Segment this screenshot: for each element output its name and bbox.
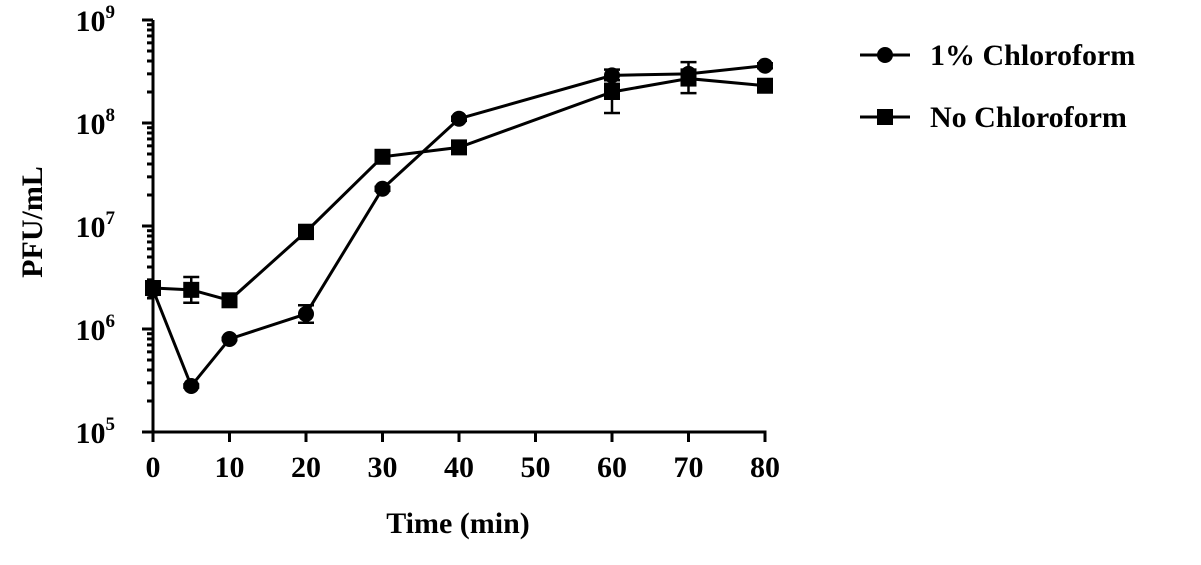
x-axis-title: Time (min) bbox=[386, 507, 530, 540]
y-tick-label: 109 bbox=[76, 2, 116, 38]
series-layer bbox=[145, 57, 773, 394]
x-tick-label: 70 bbox=[674, 451, 704, 484]
data-point bbox=[298, 305, 314, 322]
legend-item-2: No Chloroform bbox=[860, 101, 1127, 134]
x-tick-label: 50 bbox=[521, 451, 551, 484]
x-tick-label: 30 bbox=[368, 451, 398, 484]
data-point bbox=[604, 83, 620, 100]
y-axis-title: PFU/mL bbox=[16, 166, 49, 278]
legend-label: 1% Chloroform bbox=[930, 39, 1135, 72]
x-tick-label: 10 bbox=[215, 451, 245, 484]
legend-label: No Chloroform bbox=[930, 101, 1127, 134]
x-tick-label: 20 bbox=[291, 451, 321, 484]
data-point bbox=[221, 292, 238, 309]
legend-item-1: 1% Chloroform bbox=[860, 39, 1135, 72]
data-point bbox=[298, 223, 314, 240]
data-point bbox=[374, 148, 391, 165]
data-point bbox=[451, 139, 467, 156]
x-tick-label: 0 bbox=[146, 451, 161, 484]
data-point bbox=[757, 57, 773, 74]
data-point bbox=[680, 70, 697, 87]
x-tick-label: 40 bbox=[444, 451, 474, 484]
data-point bbox=[183, 281, 200, 298]
data-point bbox=[183, 377, 200, 394]
x-tick-label: 80 bbox=[750, 451, 780, 484]
axes: 0 10 20 30 40 50 60 70 80 105 106 107 108 109 bbox=[76, 2, 781, 484]
data-point bbox=[757, 77, 773, 94]
data-point bbox=[221, 330, 238, 347]
legend: 1% Chloroform No Chloroform bbox=[860, 39, 1135, 134]
y-tick-label: 106 bbox=[76, 311, 116, 347]
y-tick-label: 108 bbox=[76, 105, 116, 141]
legend-marker bbox=[877, 47, 893, 63]
legend-marker bbox=[877, 109, 893, 125]
data-point bbox=[374, 180, 391, 197]
data-point bbox=[145, 280, 161, 297]
data-point bbox=[451, 110, 467, 127]
series-2 bbox=[145, 60, 773, 309]
series-1 bbox=[145, 57, 773, 394]
y-tick-label: 107 bbox=[76, 208, 116, 244]
y-tick-label: 105 bbox=[76, 414, 116, 450]
x-tick-label: 60 bbox=[597, 451, 627, 484]
